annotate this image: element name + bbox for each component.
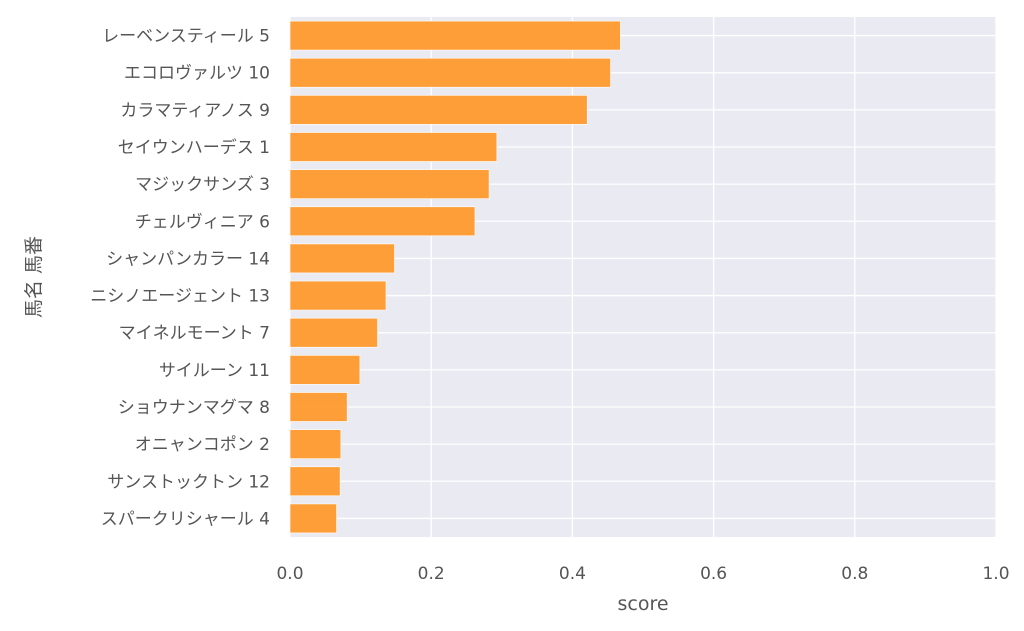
x-tick-label: 0.6 [700, 564, 727, 584]
y-tick-label: マイネルモーント 7 [119, 324, 270, 344]
y-tick-label: セイウンハーデス 1 [118, 137, 270, 158]
y-tick-label: シャンパンカラー 14 [106, 249, 270, 269]
plot-area [290, 17, 996, 537]
x-tick-label: 0.0 [276, 564, 303, 584]
x-tick-label: 0.2 [418, 564, 445, 584]
y-tick-label: スパークリシャール 4 [101, 509, 270, 529]
bar [289, 429, 342, 459]
bar [289, 169, 490, 199]
bar [289, 95, 588, 125]
bar [289, 280, 387, 311]
x-axis-label: score [617, 593, 668, 615]
y-tick-label: レーベンスティール 5 [102, 27, 270, 47]
y-tick-labels: レーベンスティール 5 エコロヴァルツ 10 カラマティアノス 9 セイウンハーデス … [90, 27, 270, 530]
y-tick-label: カラマティアノス 9 [120, 101, 270, 121]
y-tick-label: サイルーン 11 [159, 361, 270, 381]
bar [289, 20, 621, 51]
bars [289, 20, 621, 534]
y-tick-label: サンストックトン 12 [107, 472, 270, 492]
bar [289, 503, 337, 534]
bar [289, 243, 395, 274]
y-tick-label: チェルヴィニア 6 [135, 212, 270, 232]
bar [289, 206, 476, 237]
y-tick-label: エコロヴァルツ 10 [124, 64, 270, 84]
y-tick-label: オニャンコポン 2 [135, 435, 270, 455]
bar [289, 392, 348, 422]
x-tick-label: 0.4 [559, 564, 586, 584]
y-tick-label: ニシノエージェント 13 [90, 287, 270, 307]
x-tick-label: 0.8 [841, 564, 868, 584]
x-tick-labels: 0.0 0.2 0.4 0.6 0.8 1.0 [276, 564, 1009, 584]
x-tick-label: 1.0 [982, 564, 1009, 584]
bar [289, 466, 341, 497]
y-tick-label: ショウナンマグマ 8 [118, 398, 270, 418]
bar [289, 317, 378, 348]
bar [289, 57, 611, 88]
y-tick-label: マジックサンズ 3 [135, 175, 270, 195]
bar [289, 355, 361, 385]
bar [289, 132, 498, 162]
y-axis-label: 馬名 馬番 [23, 236, 45, 318]
